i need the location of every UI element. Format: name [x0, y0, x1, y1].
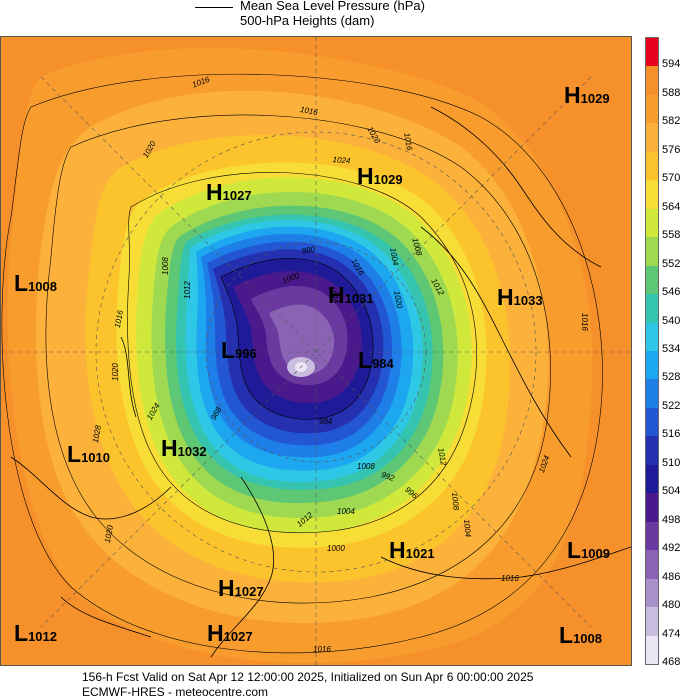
pressure-center-label: H1027	[206, 179, 252, 205]
colorbar-swatch	[646, 607, 658, 637]
pressure-center-label: L996	[221, 337, 257, 363]
isobar-inner	[127, 172, 477, 533]
pressure-center-label: H1029	[357, 163, 403, 189]
colorbar-label: 468	[662, 656, 681, 668]
pressure-center-label: L1008	[14, 270, 57, 296]
colorbar-swatch	[646, 379, 658, 409]
colorbar-swatch	[646, 66, 658, 96]
isobar-core	[220, 258, 374, 420]
colorbar-swatch	[646, 407, 658, 437]
pressure-center-label: H1032	[161, 435, 207, 461]
pressure-center-label: L984	[358, 347, 394, 373]
isobar-value-label: 1000	[327, 544, 345, 553]
isobar-middle	[45, 114, 551, 604]
coastline-north-america	[10, 336, 275, 658]
colorbar-label: 540	[662, 314, 681, 327]
colorbar-swatch	[646, 351, 658, 380]
heights-legend-label: 500-hPa Heights (dam)	[240, 13, 375, 28]
colorbar-label: 558	[662, 229, 681, 242]
colorbar-swatch	[646, 322, 658, 352]
colorbar-label: 528	[662, 371, 681, 384]
colorbar-label: 522	[662, 399, 681, 412]
colorbar-swatch	[646, 123, 658, 153]
pressure-center-label: L1010	[67, 441, 110, 467]
colorbar-label: 564	[662, 200, 681, 213]
pressure-center-label: H1027	[218, 575, 264, 601]
isobar-value-label: 1008	[357, 462, 375, 471]
coastline-eurasia	[380, 106, 631, 580]
polar-map: H1029 H1027 H1029 L1008 H1033 H1031 L996…	[0, 36, 632, 666]
colorbar-swatch	[646, 94, 658, 124]
colorbar-swatch	[646, 464, 658, 494]
pressure-center-label: H1031	[328, 282, 374, 308]
pressure-center-label: H1027	[207, 620, 253, 646]
isobar-value-label: 1016	[313, 645, 331, 654]
height-fill-480	[269, 304, 335, 374]
colorbar-swatch	[646, 294, 658, 324]
colorbar-label: 516	[662, 428, 681, 441]
pressure-center-label: L1008	[559, 622, 602, 648]
pressure-center-label: L1012	[14, 620, 57, 646]
map-canvas	[1, 37, 631, 665]
colorbar-label: 546	[662, 286, 681, 299]
colorbar-swatch	[646, 436, 658, 466]
isobar-outer	[1, 73, 603, 654]
latitude-circle-30	[95, 131, 537, 573]
pressure-center-label: H1021	[389, 537, 435, 563]
isobar-value-label: 1016	[501, 574, 519, 583]
isobar-value-label: 1004	[462, 519, 473, 538]
colorbar-label: 486	[662, 570, 681, 583]
colorbar-label: 576	[662, 143, 681, 156]
colorbar	[645, 37, 659, 665]
pressure-center-label: L1009	[567, 537, 610, 563]
pressure-center-label: H1033	[497, 284, 543, 310]
colorbar-swatch	[646, 265, 658, 295]
colorbar-swatch	[646, 550, 658, 580]
colorbar-swatch	[646, 521, 658, 551]
source-credit: ECMWF-HRES - meteocentre.com	[82, 685, 269, 699]
colorbar-swatch	[646, 180, 658, 210]
legend: Mean Sea Level Pressure (hPa) 500-hPa He…	[0, 0, 681, 34]
isobar-value-label: 1024	[332, 155, 351, 166]
isobar-value-label: 1016	[580, 313, 589, 331]
isobar-value-label: 1004	[337, 507, 355, 516]
colorbar-swatch	[646, 208, 658, 238]
isobar-value-label: 984	[319, 417, 333, 426]
colorbar-label: 510	[662, 456, 681, 469]
isobar-value-label: 1020	[111, 363, 120, 381]
colorbar-label: 534	[662, 343, 681, 355]
meridian-line	[40, 76, 592, 628]
isobar-legend-line	[195, 7, 233, 8]
forecast-valid-text: 156-h Fcst Valid on Sat Apr 12 12:00:00 …	[82, 670, 534, 684]
isobar-legend-label: Mean Sea Level Pressure (hPa)	[240, 0, 425, 13]
isobar-value-label: 1008	[450, 492, 461, 511]
colorbar-label: 474	[662, 627, 681, 640]
colorbar-label: 594	[662, 58, 681, 71]
colorbar-label: 588	[662, 86, 681, 99]
colorbar-label: 504	[662, 485, 681, 498]
colorbar-swatch	[646, 38, 658, 67]
colorbar-label: 492	[662, 542, 681, 555]
colorbar-swatch	[646, 237, 658, 267]
colorbar-swatch	[646, 578, 658, 608]
colorbar-label: 552	[662, 257, 681, 270]
isobar-value-label: 1008	[161, 257, 170, 275]
colorbar-swatch	[646, 493, 658, 523]
colorbar-label: 582	[662, 115, 681, 128]
colorbar-label: 498	[662, 513, 681, 526]
isobar-value-label: 1012	[183, 281, 192, 299]
colorbar-label: 480	[662, 599, 681, 612]
colorbar-swatch	[646, 635, 658, 665]
pressure-center-label: H1029	[564, 82, 610, 108]
colorbar-label: 570	[662, 172, 681, 185]
meridian-line	[40, 76, 592, 628]
colorbar-swatch	[646, 151, 658, 181]
